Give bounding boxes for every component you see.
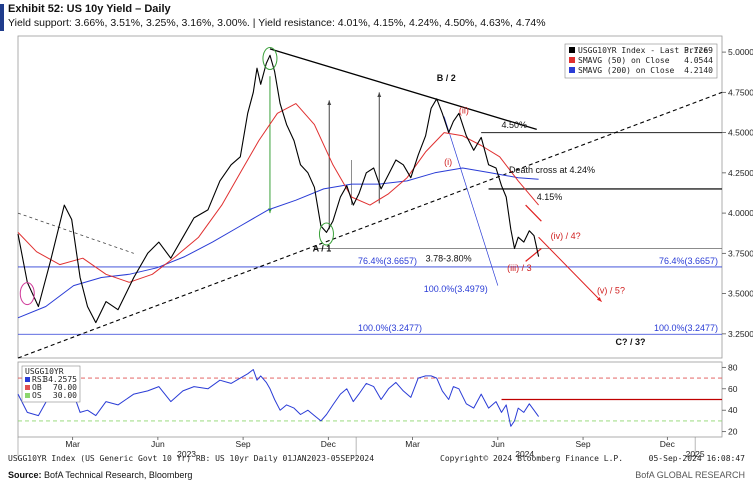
- legend-entry-value: 3.7269: [684, 46, 713, 55]
- rsi-y-tick-label: 80: [728, 362, 738, 372]
- sma200-series-line: [17, 167, 539, 319]
- rsi-legend-box: [21, 365, 81, 403]
- price-y-tick-label: 3.7500: [728, 248, 753, 258]
- legend-entry-name: SMAVG (50) on Close: [578, 56, 670, 65]
- price-y-tick-label: 4.5000: [728, 128, 753, 138]
- chart-annotation: A / 1: [313, 244, 332, 254]
- legend-entry-name: USGG10YR Index - Last Price: [578, 46, 708, 55]
- legend-entry-name: SMAVG (200) on Close: [578, 66, 675, 75]
- projection-arrow-head: [596, 296, 602, 302]
- rsi-y-tick-label: 40: [728, 405, 738, 415]
- bloomberg-copyright: Copyright© 2024 Bloomberg Finance L.P.: [440, 454, 623, 463]
- x-tick-label: Sep: [236, 439, 251, 449]
- x-tick-label: Jun: [491, 439, 505, 449]
- rsi-legend-name: USGG10YR: [25, 367, 64, 376]
- page-title: Exhibit 52: US 10y Yield – Daily: [8, 3, 171, 15]
- source-text: BofA Technical Research, Bloomberg: [41, 470, 193, 480]
- legend-swatch: [569, 57, 575, 63]
- x-year-label: 2024: [515, 449, 534, 459]
- rsi-y-tick-label: 60: [728, 384, 738, 394]
- chart-annotation: 4.50%: [502, 120, 528, 130]
- bloomberg-caption: USGG10YR Index (US Generic Govt 10 Yr) R…: [8, 454, 374, 463]
- header-accent-bar: [0, 4, 4, 31]
- price-y-tick-label: 5.0000: [728, 47, 753, 57]
- pivot-highlight: [318, 222, 334, 246]
- chart-annotation: 3.78-3.80%: [426, 253, 472, 263]
- x-year-label: 2023: [177, 449, 196, 459]
- x-tick-label: Mar: [65, 439, 80, 449]
- bloomberg-timestamp: 05-Sep-2024 16:08:47: [649, 454, 746, 463]
- chart-annotation: B / 2: [437, 73, 456, 83]
- x-tick-label: Dec: [321, 439, 337, 449]
- level-label-left: 100.0%(3.2477): [358, 323, 422, 333]
- pivot-highlight: [262, 47, 278, 71]
- rsi-legend-value: 70.00: [53, 383, 77, 392]
- chart-annotation: (iii) / 3: [507, 263, 532, 273]
- price-y-tick-label: 4.0000: [728, 208, 753, 218]
- early-dashed-trendline: [17, 212, 134, 254]
- level-label-right: 100.0%(3.2477): [654, 323, 718, 333]
- rsi-legend-value: 34.2575: [43, 375, 77, 384]
- pivot-highlight: [19, 282, 35, 306]
- source-note: Source: BofA Technical Research, Bloombe…: [8, 470, 192, 480]
- legend-swatch: [569, 47, 575, 53]
- x-tick-label: Jun: [151, 439, 165, 449]
- chart-annotation: (i): [444, 157, 452, 167]
- chart-annotation: (v) / 5?: [597, 286, 625, 296]
- red-wedge-top: [525, 204, 542, 222]
- projection-arrow: [538, 236, 602, 302]
- rsi-y-tick-label: 20: [728, 427, 738, 437]
- chart-annotation: Death cross at 4.24%: [509, 165, 595, 175]
- price-y-tick-label: 3.2500: [728, 329, 753, 339]
- rsi-legend-name: RSI: [32, 375, 47, 384]
- price-panel-frame: [17, 35, 723, 359]
- rsi-legend-swatch: [25, 377, 30, 382]
- chart-annotation: 4.15%: [537, 192, 563, 202]
- chart-annotation: C? / 3?: [615, 337, 645, 347]
- source-label: Source:: [8, 470, 42, 480]
- fib-projection-line: [443, 116, 499, 286]
- price-y-tick-label: 3.5000: [728, 289, 753, 299]
- level-label-left: 76.4%(3.6657): [358, 256, 417, 266]
- rsi-legend-name: OS: [32, 391, 42, 400]
- chart-annotation: (iv) / 4?: [551, 231, 581, 241]
- rsi-series-line: [17, 369, 540, 427]
- price-legend-box: [564, 43, 718, 79]
- rsi-legend-value: 30.00: [53, 391, 77, 400]
- red-wedge-bottom: [525, 248, 542, 262]
- legend-entry-value: 4.0544: [684, 56, 713, 65]
- rsi-legend-name: OB: [32, 383, 42, 392]
- chart-annotation: 100.0%(3.4979): [424, 284, 488, 294]
- up-arrow-1-head: [327, 100, 332, 106]
- descending-trendline: [269, 48, 537, 131]
- sma50-series-line: [17, 103, 539, 283]
- price-series-line: [17, 54, 540, 324]
- brand-label: BofA GLOBAL RESEARCH: [635, 470, 745, 480]
- legend-entry-value: 4.2140: [684, 66, 713, 75]
- legend-swatch: [569, 67, 575, 73]
- x-tick-label: Sep: [575, 439, 590, 449]
- x-tick-label: Mar: [405, 439, 420, 449]
- price-y-tick-label: 4.2500: [728, 168, 753, 178]
- page-subtitle: Yield support: 3.66%, 3.51%, 3.25%, 3.16…: [8, 17, 546, 29]
- up-arrow-2-head: [377, 92, 382, 97]
- rsi-legend-swatch: [25, 393, 30, 398]
- rsi-legend-swatch: [25, 385, 30, 390]
- chart-annotation: (ii): [459, 105, 469, 115]
- level-label-right: 76.4%(3.6657): [659, 256, 718, 266]
- x-tick-label: Dec: [660, 439, 676, 449]
- price-y-tick-label: 4.7500: [728, 87, 753, 97]
